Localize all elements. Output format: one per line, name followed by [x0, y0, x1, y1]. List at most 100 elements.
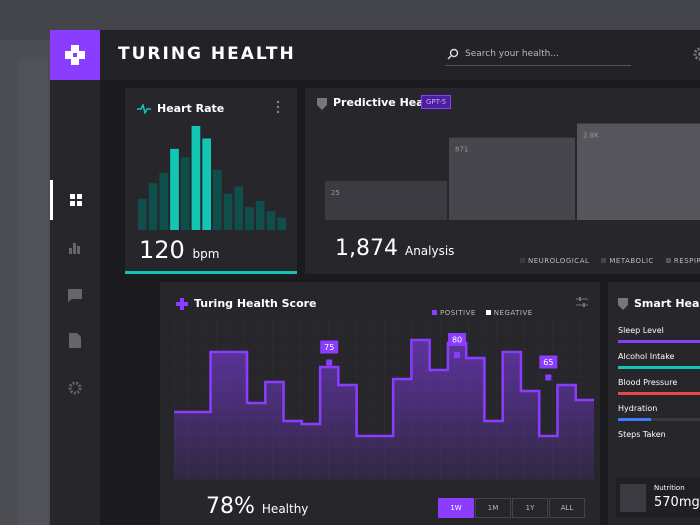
annotation-marker: [545, 374, 552, 381]
metric-label: Steps Taken: [618, 430, 666, 439]
bar: [159, 172, 169, 230]
more-icon[interactable]: [275, 100, 281, 114]
metric-bar: [618, 366, 700, 369]
nav-settings[interactable]: [50, 368, 100, 408]
bar: [202, 138, 211, 230]
legend-label: RESPIRATORY: [673, 257, 700, 265]
card-title: Heart Rate: [157, 102, 225, 115]
block: [577, 123, 700, 220]
metric-track: [618, 418, 700, 421]
annotation-label: 75: [324, 343, 334, 352]
block-label: 25: [331, 189, 340, 197]
decor: [18, 60, 48, 525]
shield-icon: [317, 98, 327, 110]
nav-dashboard[interactable]: [50, 180, 100, 220]
range-button[interactable]: 1Y: [512, 498, 548, 518]
metric-bar: [618, 418, 651, 421]
bar: [245, 207, 254, 230]
score-summary: 78% Healthy: [206, 494, 308, 519]
legend-item: METABOLIC: [601, 257, 654, 265]
nutrition-value: 570mg: [654, 495, 700, 510]
health-score-card: Turing Health Score POSITIVE NEGATIVE 75 8…: [160, 282, 600, 525]
legend-label: POSITIVE: [440, 309, 476, 317]
app-title: TURING HEALTH: [118, 44, 296, 64]
legend-label: METABOLIC: [609, 257, 654, 265]
metric-row: Steps Taken: [608, 426, 700, 452]
logo[interactable]: [50, 30, 100, 80]
unit: bpm: [192, 247, 220, 261]
legend-swatch: [485, 310, 491, 315]
sidebar: [50, 80, 100, 525]
bar: [191, 126, 201, 230]
search-icon: [447, 48, 459, 60]
bar: [213, 169, 222, 230]
metrics-list: Sleep Level Alcohol Intake Blood Pressure H…: [608, 322, 700, 452]
nav-icon: [68, 381, 82, 395]
nutrition-icon: [620, 484, 646, 512]
metric-label: Sleep Level: [618, 326, 664, 335]
header: TURING HEALTH Search your health... 8: [100, 30, 700, 80]
block: [449, 137, 575, 220]
nav-stats[interactable]: [50, 228, 100, 268]
legend-label: NEUROLOGICAL: [528, 257, 590, 265]
metric-bar: [618, 340, 700, 343]
logo-icon: [176, 298, 188, 310]
shield-icon: [618, 298, 628, 310]
annotation-box: [539, 355, 558, 369]
legend-item: NEGATIVE: [485, 309, 533, 317]
bar: [148, 183, 158, 230]
nav-messages[interactable]: [50, 275, 100, 315]
legend: NEUROLOGICAL METABOLIC RESPIRATORY: [520, 248, 700, 267]
filter-icon[interactable]: [576, 296, 588, 308]
metric-bar: [618, 392, 700, 395]
block: [325, 180, 447, 220]
nav-icon: [68, 289, 82, 302]
range-button[interactable]: 1W: [438, 498, 474, 518]
bar: [170, 148, 179, 230]
heart-rate-chart: [138, 126, 286, 230]
legend: POSITIVE NEGATIVE: [432, 300, 543, 319]
range-button[interactable]: 1M: [475, 498, 511, 518]
metric-row: Sleep Level: [608, 322, 700, 348]
legend-label: NEGATIVE: [493, 309, 533, 317]
metric-label: Hydration: [618, 404, 658, 413]
model-badge: GPT-5: [421, 95, 452, 109]
bar: [277, 217, 286, 230]
nav-icon: [69, 333, 81, 348]
block-label: 2.8K: [583, 131, 599, 139]
analysis-value: 1,874 Analysis: [335, 236, 454, 261]
pulse-icon: [137, 104, 151, 114]
score-label: Healthy: [261, 502, 309, 516]
annotation-label: 65: [543, 358, 553, 367]
block-label: 871: [455, 146, 468, 154]
score-line: [174, 338, 594, 438]
metric-row: Alcohol Intake: [608, 348, 700, 374]
metric-label: Alcohol Intake: [618, 352, 675, 361]
legend-swatch: [520, 258, 525, 263]
search-input[interactable]: Search your health...: [445, 46, 631, 66]
legend-item: POSITIVE: [432, 309, 476, 317]
card-title: Predictive Health: [333, 96, 441, 109]
nav-icon: [70, 194, 82, 206]
bar: [223, 193, 233, 230]
nutrition-label: Nutrition: [654, 484, 685, 492]
annotation-marker: [454, 352, 461, 358]
annotation-box: [320, 340, 339, 354]
range-button[interactable]: ALL: [549, 498, 585, 518]
heart-rate-card: Heart Rate 120 bpm: [125, 88, 297, 274]
bar: [180, 157, 190, 230]
metric-row: Hydration: [608, 400, 700, 426]
annotation-label: 80: [452, 336, 462, 345]
bar: [234, 186, 244, 230]
score-area: [174, 340, 594, 480]
predictive-card: Predictive Health GPT-5 25 871 2.8K 1,874 …: [305, 88, 700, 274]
settings-icon[interactable]: [693, 47, 700, 61]
value-label: Analysis: [404, 244, 455, 258]
nav-reports[interactable]: [50, 320, 100, 360]
logo-icon: [65, 45, 85, 65]
value: 1,874: [335, 236, 398, 261]
nutrition-tile: Nutrition 570mg: [616, 478, 700, 518]
legend-swatch: [665, 258, 671, 263]
legend-item: RESPIRATORY: [665, 257, 700, 265]
